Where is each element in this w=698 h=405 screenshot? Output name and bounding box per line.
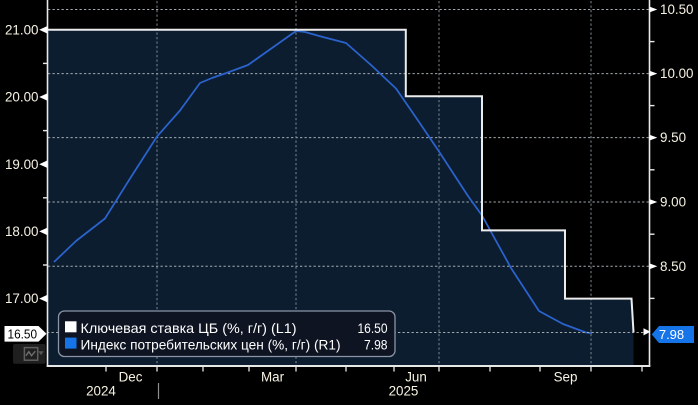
svg-text:18.00: 18.00: [5, 224, 39, 239]
svg-text:20.00: 20.00: [5, 90, 39, 105]
svg-text:7.98: 7.98: [364, 336, 388, 352]
svg-text:10.00: 10.00: [660, 66, 694, 81]
svg-text:8.50: 8.50: [660, 259, 686, 274]
svg-text:Ключевая ставка ЦБ (%, г/г) (L: Ключевая ставка ЦБ (%, г/г) (L1): [81, 320, 297, 336]
svg-text:9.00: 9.00: [660, 195, 686, 210]
svg-text:Jun: Jun: [405, 370, 427, 385]
svg-text:19.00: 19.00: [5, 157, 39, 172]
svg-text:Dec: Dec: [119, 370, 143, 385]
svg-text:10.50: 10.50: [660, 2, 694, 17]
svg-text:Sep: Sep: [554, 370, 578, 385]
svg-text:16.50: 16.50: [358, 320, 388, 336]
svg-text:21.00: 21.00: [5, 22, 39, 37]
svg-text:9.50: 9.50: [660, 130, 686, 145]
svg-text:2025: 2025: [389, 384, 419, 399]
svg-text:16.50: 16.50: [8, 326, 38, 341]
svg-text:7.98: 7.98: [659, 327, 684, 342]
svg-text:2024: 2024: [86, 384, 116, 399]
svg-text:Индекс потребительских цен (%,: Индекс потребительских цен (%, г/г) (R1): [81, 336, 341, 352]
svg-text:17.00: 17.00: [5, 291, 39, 306]
svg-text:Mar: Mar: [261, 370, 285, 385]
